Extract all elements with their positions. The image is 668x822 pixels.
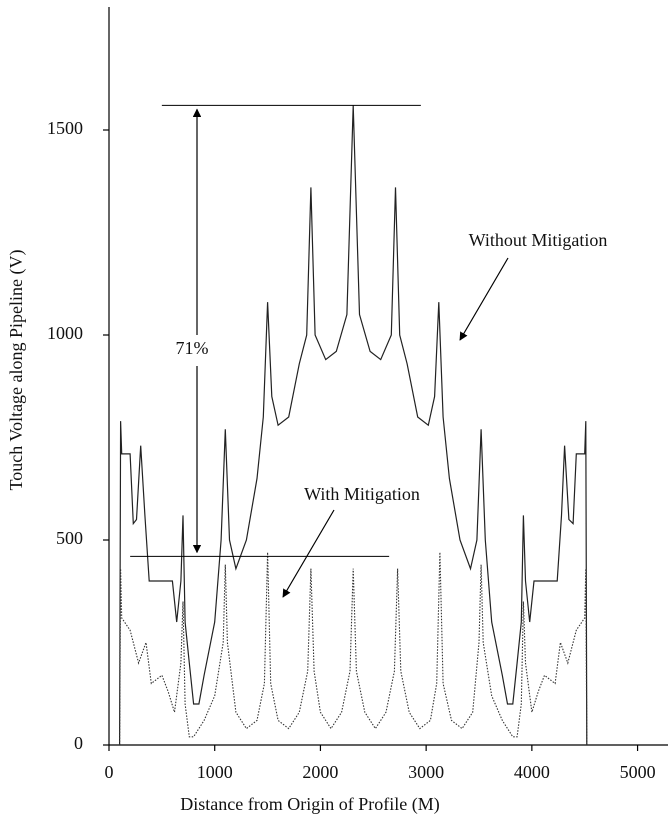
annotation: Without Mitigation xyxy=(469,230,608,250)
annotation: With Mitigation xyxy=(304,484,420,504)
x-tick-label: 3000 xyxy=(408,762,444,782)
reduction-label: 71% xyxy=(176,338,209,358)
annotation-arrow xyxy=(459,257,509,341)
x-tick-label: 0 xyxy=(105,762,114,782)
annotation-arrow xyxy=(282,509,335,598)
y-tick-label: 0 xyxy=(74,733,83,753)
x-axis-label: Distance from Origin of Profile (M) xyxy=(180,794,439,815)
y-tick-label: 1000 xyxy=(47,323,83,343)
x-tick-label: 4000 xyxy=(514,762,550,782)
line-series xyxy=(119,552,588,746)
x-tick-label: 5000 xyxy=(620,762,656,782)
y-tick-label: 500 xyxy=(56,528,83,548)
y-tick-label: 1500 xyxy=(47,118,83,138)
line-series xyxy=(119,105,588,746)
y-axis-label: Touch Voltage along Pipeline (V) xyxy=(6,249,27,490)
x-tick-label: 2000 xyxy=(302,762,338,782)
x-tick-label: 1000 xyxy=(197,762,233,782)
